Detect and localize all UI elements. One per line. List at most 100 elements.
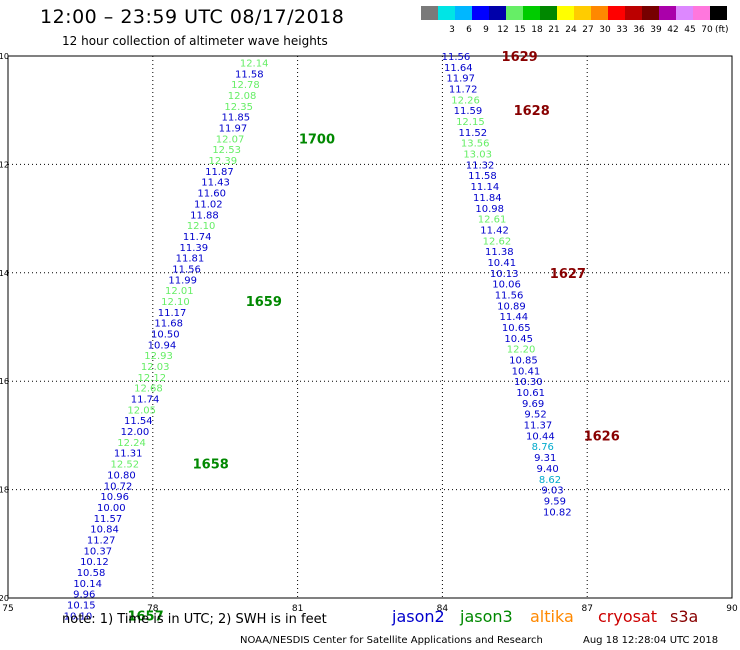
wave-height-value: 11.56 — [172, 264, 201, 275]
colorbar-swatch — [421, 6, 438, 20]
wave-height-value: 13.56 — [461, 139, 490, 150]
wave-height-value: 12.10 — [187, 221, 216, 232]
x-tick-label: 78 — [147, 604, 159, 614]
y-tick-label: -10 — [0, 52, 9, 61]
wave-height-value: 10.61 — [516, 388, 545, 399]
wave-height-value: 11.32 — [466, 160, 495, 171]
wave-height-value: 11.84 — [473, 193, 502, 204]
wave-height-value: 9.31 — [534, 453, 556, 464]
colorbar-label: 12 — [497, 25, 509, 35]
colorbar-label: 21 — [548, 25, 560, 35]
colorbar-swatch — [693, 6, 710, 20]
colorbar-swatch — [506, 6, 523, 20]
wave-height-value: 12.15 — [456, 117, 485, 128]
colorbar-swatch — [625, 6, 642, 20]
wave-height-value: 12.61 — [478, 215, 507, 226]
wave-height-value: 11.56 — [442, 52, 471, 63]
colorbar-swatch — [591, 6, 608, 20]
wave-height-value: 9.03 — [541, 486, 563, 497]
colorbar-swatch — [523, 6, 540, 20]
footer-note: note: 1) Time is in UTC; 2) SWH is in fe… — [62, 612, 327, 627]
x-tick-label: 90 — [726, 604, 738, 614]
wave-height-value: 11.37 — [524, 421, 553, 432]
wave-height-value: 11.97 — [219, 124, 248, 135]
wave-height-value: 10.15 — [67, 601, 96, 612]
wave-height-value: 11.58 — [235, 69, 264, 80]
wave-height-value: 10.00 — [97, 503, 126, 514]
wave-height-value: 11.43 — [201, 178, 230, 189]
y-tick-label: -12 — [0, 160, 9, 169]
wave-height-value: 10.06 — [492, 280, 521, 291]
time-label: 1657 — [127, 609, 163, 624]
wave-height-value: 11.17 — [158, 308, 187, 319]
colorbar-swatch — [489, 6, 506, 20]
wave-height-value: 10.44 — [526, 431, 555, 442]
colorbar-swatch — [659, 6, 676, 20]
time-label: 1629 — [502, 50, 538, 65]
satellite-legend-jason3: jason3 — [460, 607, 513, 626]
wave-height-value: 12.14 — [240, 59, 269, 70]
colorbar-swatch — [438, 6, 455, 20]
satellite-legend-altika: altika — [530, 607, 574, 626]
wave-height-value: 10.50 — [151, 330, 180, 341]
wave-height-value: 9.69 — [522, 399, 544, 410]
wave-height-value: 11.57 — [94, 514, 123, 525]
wave-height-value: 11.52 — [458, 128, 487, 139]
time-label: 1626 — [584, 429, 620, 444]
wave-height-value: 11.59 — [454, 106, 483, 117]
wave-height-value: 11.02 — [194, 199, 223, 210]
colorbar-swatch — [557, 6, 574, 20]
wave-height-value: 10.96 — [100, 492, 129, 503]
wave-height-value: 9.96 — [73, 590, 95, 601]
wave-height-value: 11.27 — [87, 535, 116, 546]
colorbar-swatch — [642, 6, 659, 20]
time-label: 1700 — [299, 132, 335, 147]
wave-height-value: 10.82 — [543, 507, 572, 518]
wave-height-value: 12.20 — [507, 345, 536, 356]
wave-height-value: 10.41 — [487, 258, 516, 269]
wave-height-value: 9.59 — [544, 496, 566, 507]
y-tick-label: -18 — [0, 486, 9, 495]
satellite-legend-jason2: jason2 — [392, 607, 445, 626]
colorbar-swatch — [608, 6, 625, 20]
wave-height-value: 11.72 — [449, 85, 478, 96]
wave-height-value: 11.60 — [197, 189, 226, 200]
wave-height-value: 11.54 — [124, 416, 153, 427]
satellite-legend-s3a: s3a — [670, 607, 699, 626]
wave-height-value: 10.94 — [148, 340, 177, 351]
wave-height-value: 12.08 — [228, 91, 257, 102]
colorbar-swatch — [574, 6, 591, 20]
plot-frame — [7, 55, 733, 599]
page-subtitle: 12 hour collection of altimeter wave hei… — [62, 34, 328, 48]
wave-height-value: 11.44 — [500, 312, 529, 323]
colorbar-label: 36 — [633, 25, 645, 35]
wave-height-value: 11.38 — [485, 247, 514, 258]
wave-height-value: 9.52 — [524, 410, 546, 421]
wave-height-value: 10.85 — [509, 356, 538, 367]
wave-height-value: 10.14 — [73, 579, 102, 590]
wave-height-value: 11.85 — [221, 113, 250, 124]
wave-height-value: 10.89 — [497, 301, 526, 312]
wave-height-value: 12.00 — [121, 427, 150, 438]
colorbar-label: 45 — [684, 25, 696, 35]
wave-height-value: 10.84 — [90, 525, 119, 536]
wave-height-value: 11.87 — [205, 167, 234, 178]
wave-height-value: 10.72 — [104, 481, 133, 492]
wave-height-value: 11.31 — [114, 449, 143, 460]
wave-height-value: 12.35 — [224, 102, 253, 113]
colorbar-label: 33 — [616, 25, 628, 35]
wave-height-value: 12.53 — [212, 145, 241, 156]
colorbar-label: 18 — [531, 25, 543, 35]
wave-height-value: 11.39 — [180, 243, 209, 254]
wave-height-value: 8.76 — [532, 442, 554, 453]
wave-height-value: 9.40 — [536, 464, 558, 475]
wave-height-value: 12.24 — [117, 438, 146, 449]
wave-height-value: 11.68 — [154, 319, 183, 330]
y-tick-label: -20 — [0, 594, 9, 603]
colorbar-label: 15 — [514, 25, 526, 35]
wave-height-value: 10.12 — [80, 557, 109, 568]
colorbar-label: 27 — [582, 25, 594, 35]
wave-height-value: 10.80 — [107, 470, 136, 481]
wave-height-value: 12.01 — [165, 286, 194, 297]
